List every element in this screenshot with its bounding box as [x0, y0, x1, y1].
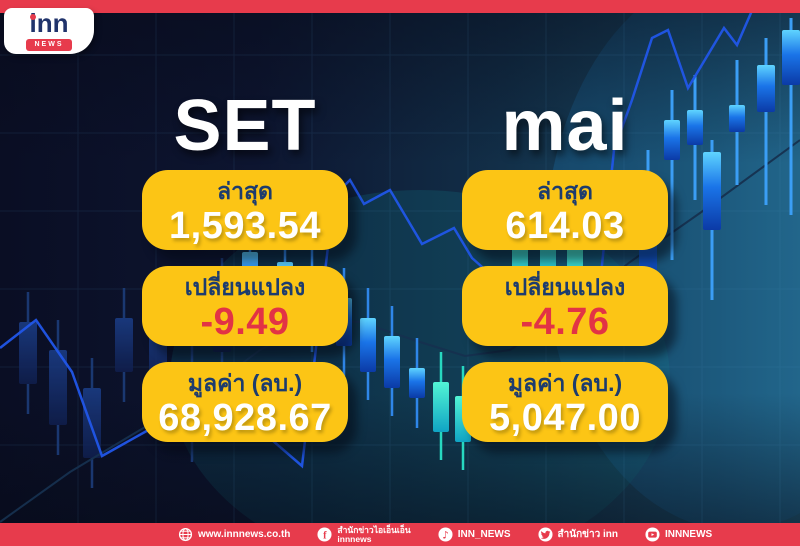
stat-label: ล่าสุด — [217, 178, 273, 204]
twitter-icon — [537, 527, 553, 542]
stat-label: มูลค่า (ลบ.) — [507, 370, 623, 396]
set-value-card: มูลค่า (ลบ.) 68,928.67 — [142, 362, 348, 442]
globe-icon — [178, 527, 193, 542]
stat-label: เปลี่ยนแปลง — [504, 274, 626, 300]
stat-value: 614.03 — [505, 205, 625, 247]
footer-facebook-name: สำนักข่าวไอเอ็นเอ็น — [337, 524, 411, 535]
top-red-bar — [0, 0, 800, 13]
svg-text:♪: ♪ — [442, 529, 449, 541]
mai-title: mai — [501, 86, 629, 166]
footer-bar: www.innnews.co.th f สำนักข่าวไอเอ็นเอ็น … — [0, 523, 800, 546]
footer-youtube: INNNEWS — [645, 527, 712, 542]
footer-facebook: f สำนักข่าวไอเอ็นเอ็น innnews — [317, 524, 411, 544]
youtube-icon — [645, 527, 660, 542]
set-change-card: เปลี่ยนแปลง -9.49 — [142, 266, 348, 346]
inn-logo-news-badge: NEWS — [26, 39, 72, 51]
inn-logo-red-dot-icon — [30, 14, 36, 20]
mai-value-card: มูลค่า (ลบ.) 5,047.00 — [462, 362, 668, 442]
footer-tiktok-text: INN_NEWS — [457, 529, 511, 540]
footer-website-text: www.innnews.co.th — [198, 529, 291, 540]
stat-value: 1,593.54 — [169, 205, 321, 247]
tiktok-icon: ♪ — [438, 527, 453, 542]
footer-youtube-text: INNNEWS — [664, 529, 713, 540]
mai-column: mai ล่าสุด 614.03 เปลี่ยนแปลง -4.76 มูลค… — [462, 84, 668, 442]
stat-label: ล่าสุด — [537, 178, 593, 204]
set-column: SET ล่าสุด 1,593.54 เปลี่ยนแปลง -9.49 มู… — [142, 84, 348, 442]
stat-label: มูลค่า (ลบ.) — [187, 370, 303, 396]
stat-label: เปลี่ยนแปลง — [184, 274, 306, 300]
inn-logo: inn NEWS — [4, 8, 94, 54]
footer-twitter-text: สำนักข่าว inn — [557, 529, 618, 540]
footer-tiktok: ♪ INN_NEWS — [438, 527, 511, 542]
facebook-icon: f — [317, 527, 332, 542]
set-title: SET — [173, 86, 317, 166]
stat-value: 5,047.00 — [489, 397, 641, 439]
footer-website: www.innnews.co.th — [178, 527, 290, 542]
stat-value: -4.76 — [520, 301, 610, 343]
stat-value: 68,928.67 — [158, 397, 332, 439]
mai-latest-card: ล่าสุด 614.03 — [462, 170, 668, 250]
footer-facebook-handle: innnews — [337, 533, 372, 544]
stat-value: -9.49 — [200, 301, 290, 343]
footer-twitter: สำนักข่าว inn — [537, 527, 618, 542]
inn-logo-text: inn — [29, 8, 69, 38]
mai-change-card: เปลี่ยนแปลง -4.76 — [462, 266, 668, 346]
svg-text:f: f — [323, 530, 327, 541]
set-latest-card: ล่าสุด 1,593.54 — [142, 170, 348, 250]
